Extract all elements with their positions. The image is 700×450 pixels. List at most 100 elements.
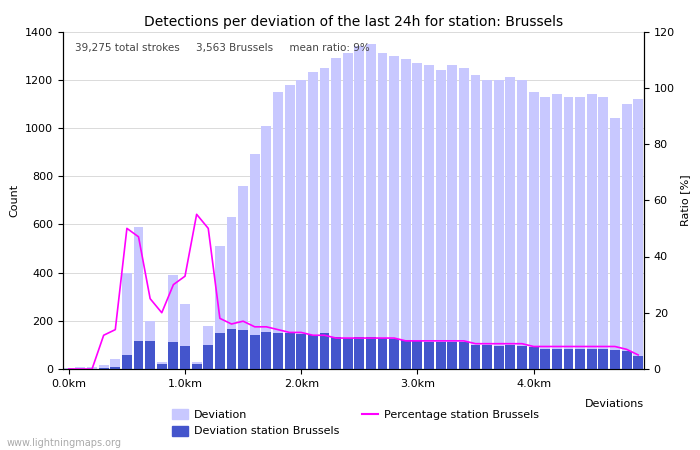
Bar [99, 368, 108, 369]
Bar [459, 68, 469, 369]
Bar [482, 345, 492, 369]
Bar [331, 337, 341, 369]
Bar [261, 126, 272, 369]
Bar [634, 99, 643, 369]
Bar [587, 348, 596, 369]
Bar [111, 360, 120, 369]
Bar [389, 56, 399, 369]
Bar [575, 349, 585, 369]
Bar [134, 227, 143, 369]
Bar [377, 338, 388, 369]
Bar [238, 330, 248, 369]
Bar [169, 342, 178, 369]
Bar [552, 348, 562, 369]
Bar [540, 348, 550, 369]
Bar [401, 59, 411, 369]
Bar [99, 365, 108, 369]
Bar [377, 53, 388, 369]
Bar [401, 340, 411, 369]
Bar [111, 367, 120, 369]
Bar [250, 154, 260, 369]
Bar [250, 335, 260, 369]
Bar [273, 333, 283, 369]
Bar [505, 345, 515, 369]
Bar [470, 75, 480, 369]
Bar [157, 362, 167, 369]
Bar [87, 367, 97, 369]
Bar [215, 246, 225, 369]
Bar [435, 342, 446, 369]
Bar [634, 356, 643, 369]
Bar [134, 341, 143, 369]
Bar [482, 80, 492, 369]
Text: Deviations: Deviations [585, 400, 644, 410]
Bar [494, 80, 504, 369]
Bar [610, 350, 620, 369]
Text: www.lightningmaps.org: www.lightningmaps.org [7, 438, 122, 448]
Bar [76, 367, 85, 369]
Bar [354, 337, 364, 369]
Bar [285, 85, 295, 369]
Bar [528, 347, 538, 369]
Bar [552, 94, 562, 369]
Bar [424, 65, 434, 369]
Bar [505, 77, 515, 369]
Bar [412, 341, 422, 369]
Bar [122, 273, 132, 369]
Bar [157, 364, 167, 369]
Bar [366, 44, 376, 369]
Bar [145, 321, 155, 369]
Bar [447, 342, 457, 369]
Bar [494, 346, 504, 369]
Bar [366, 337, 376, 369]
Bar [227, 217, 237, 369]
Bar [296, 334, 306, 369]
Title: Detections per deviation of the last 24h for station: Brussels: Detections per deviation of the last 24h… [144, 15, 563, 29]
Bar [296, 80, 306, 369]
Bar [354, 46, 364, 369]
Bar [575, 97, 585, 369]
Bar [424, 342, 434, 369]
Bar [180, 346, 190, 369]
Bar [528, 92, 538, 369]
Bar [215, 333, 225, 369]
Bar [564, 97, 573, 369]
Bar [435, 70, 446, 369]
Bar [319, 68, 330, 369]
Bar [64, 368, 74, 369]
Bar [192, 364, 202, 369]
Bar [459, 342, 469, 369]
Bar [622, 351, 631, 369]
Bar [308, 334, 318, 369]
Bar [564, 349, 573, 369]
Bar [169, 275, 178, 369]
Bar [285, 333, 295, 369]
Bar [273, 92, 283, 369]
Bar [343, 53, 353, 369]
Bar [517, 80, 527, 369]
Bar [598, 349, 608, 369]
Bar [145, 341, 155, 369]
Bar [587, 94, 596, 369]
Bar [203, 345, 214, 369]
Bar [331, 58, 341, 369]
Bar [343, 338, 353, 369]
Bar [622, 104, 631, 369]
Bar [610, 118, 620, 369]
Bar [389, 339, 399, 369]
Bar [412, 63, 422, 369]
Text: 39,275 total strokes     3,563 Brussels     mean ratio: 9%: 39,275 total strokes 3,563 Brussels mean… [75, 43, 370, 53]
Bar [203, 326, 214, 369]
Bar [192, 362, 202, 369]
Bar [540, 97, 550, 369]
Bar [308, 72, 318, 369]
Bar [122, 355, 132, 369]
Bar [319, 333, 330, 369]
Legend: Deviation, Deviation station Brussels, Percentage station Brussels: Deviation, Deviation station Brussels, P… [167, 405, 543, 441]
Bar [227, 329, 237, 369]
Bar [470, 345, 480, 369]
Bar [261, 332, 272, 369]
Bar [238, 186, 248, 369]
Y-axis label: Ratio [%]: Ratio [%] [680, 175, 690, 226]
Y-axis label: Count: Count [10, 184, 20, 217]
